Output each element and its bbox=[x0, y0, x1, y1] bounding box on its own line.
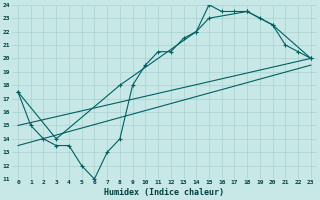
X-axis label: Humidex (Indice chaleur): Humidex (Indice chaleur) bbox=[104, 188, 224, 197]
